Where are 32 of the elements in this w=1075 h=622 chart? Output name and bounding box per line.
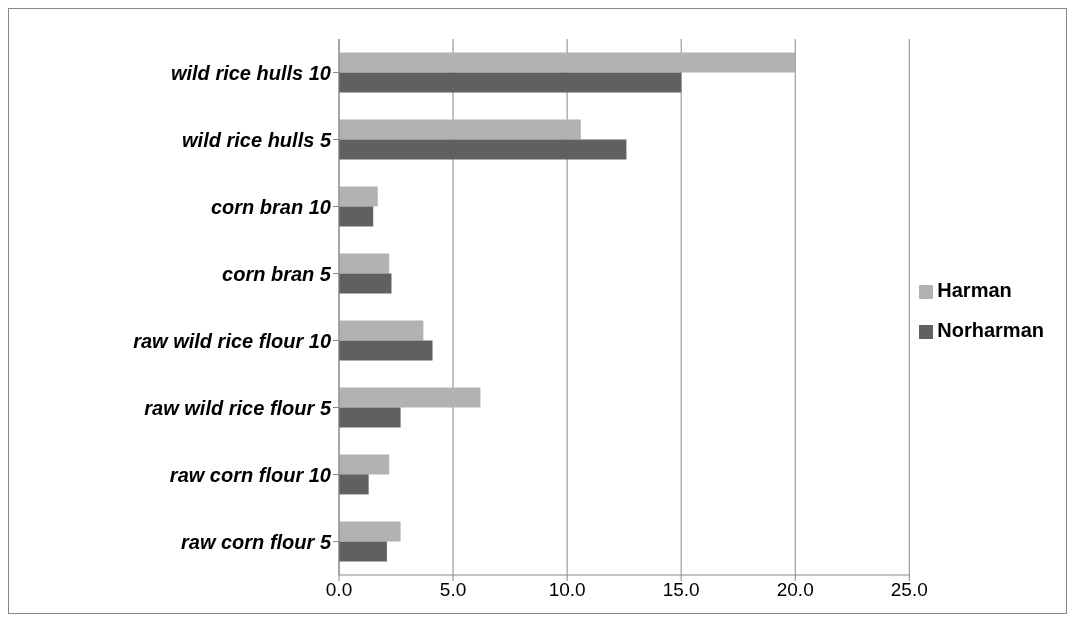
bar [339, 320, 424, 341]
bar [339, 139, 627, 160]
bar [339, 474, 369, 495]
bar [339, 387, 481, 408]
y-tick-label: corn bran 10 [210, 195, 331, 218]
y-tick-label: corn bran 5 [222, 262, 332, 285]
y-tick-label: raw wild rice flour 5 [144, 396, 332, 419]
bar [339, 186, 378, 207]
x-tick-label: 10.0 [548, 579, 586, 601]
x-tick-label: 0.0 [325, 579, 353, 601]
y-tick-label: raw wild rice flour 10 [133, 329, 331, 352]
x-tick-label: 15.0 [662, 579, 700, 601]
bar [339, 52, 796, 73]
y-tick-label: raw corn flour 10 [169, 463, 331, 486]
x-tick-label: 5.0 [439, 579, 467, 601]
legend-label: Norharman [937, 319, 1044, 341]
bar [339, 206, 374, 227]
bar [339, 340, 433, 361]
bar [339, 541, 387, 562]
bar [339, 119, 581, 140]
y-tick-label: raw corn flour 5 [180, 530, 332, 553]
x-tick-label: 20.0 [776, 579, 814, 601]
legend-label: Harman [937, 279, 1012, 301]
bar [339, 521, 401, 542]
bar [339, 253, 390, 274]
bar [339, 273, 392, 294]
bar [339, 407, 401, 428]
bar [339, 454, 390, 475]
bar [339, 72, 682, 93]
y-tick-label: wild rice hulls 10 [170, 61, 331, 84]
x-tick-label: 25.0 [890, 579, 928, 601]
y-tick-label: wild rice hulls 5 [182, 128, 332, 151]
